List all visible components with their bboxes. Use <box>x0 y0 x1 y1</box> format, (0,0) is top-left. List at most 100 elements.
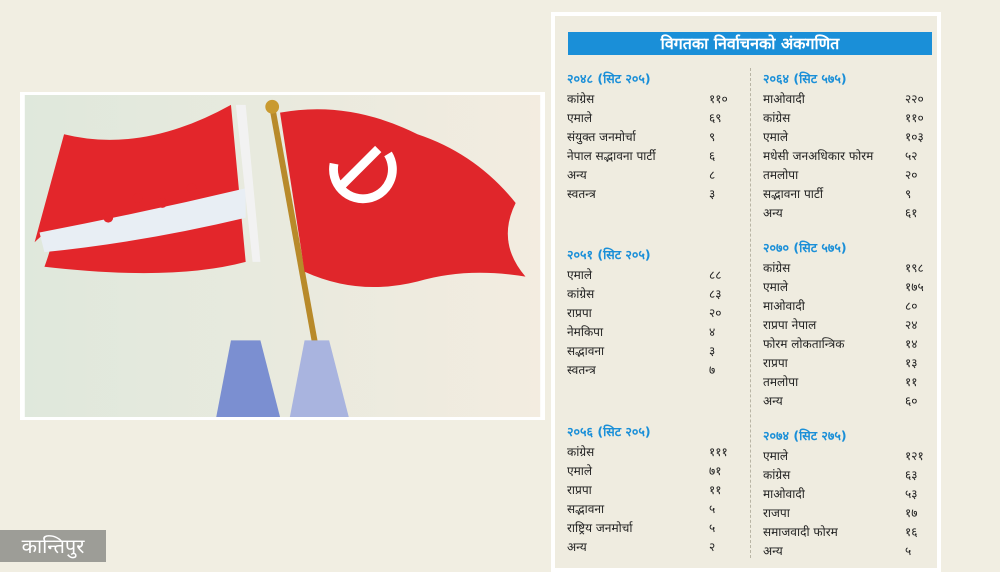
party-name: कांग्रेस <box>763 111 791 125</box>
result-row: एमाले ६९ <box>567 109 737 128</box>
seat-count: ८० <box>905 299 918 313</box>
party-name: कांग्रेस <box>567 445 595 459</box>
result-row: स्वतन्त्र ७ <box>567 361 737 380</box>
result-row: अन्य ६० <box>763 392 933 411</box>
panel-title: विगतका निर्वाचनको अंकगणित <box>568 32 932 55</box>
party-name: तमलोपा <box>763 168 799 182</box>
result-row: राप्रपा नेपाल २४ <box>763 316 933 335</box>
seat-count: ५ <box>905 544 912 558</box>
seat-count: ५ <box>709 521 716 535</box>
seat-count: ३ <box>709 187 716 201</box>
party-name: सद्भावना <box>567 344 605 358</box>
result-row: कांग्रेस ११० <box>567 90 737 109</box>
result-row: कांग्रेस ८३ <box>567 285 737 304</box>
party-name: कांग्रेस <box>567 92 595 106</box>
party-name: अन्य <box>763 206 783 220</box>
party-name: माओवादी <box>763 487 805 501</box>
seat-count: ६९ <box>709 111 722 125</box>
party-name: राप्रपा <box>763 356 788 370</box>
communist-flag <box>280 109 526 288</box>
seat-count: १११ <box>709 445 728 459</box>
section-heading: २०५१ (सिट २०५) <box>567 247 651 262</box>
result-row: स्वतन्त्र ३ <box>567 185 737 204</box>
result-row: राप्रपा १३ <box>763 354 933 373</box>
seat-count: ८ <box>709 168 716 182</box>
seat-count: १७ <box>905 506 918 520</box>
seat-count: ४ <box>709 325 716 339</box>
result-row: कांग्रेस १९८ <box>763 259 933 278</box>
result-row: एमाले १०३ <box>763 128 933 147</box>
party-name: स्वतन्त्र <box>567 187 596 201</box>
section-heading: २०५६ (सिट २०५) <box>567 424 651 439</box>
seat-count: ८८ <box>709 268 722 282</box>
seat-count: ६१ <box>905 206 918 220</box>
seat-count: ३ <box>709 344 716 358</box>
seat-count: १२१ <box>905 449 924 463</box>
seat-count: २४ <box>905 318 918 332</box>
party-name: नेमकिपा <box>567 325 604 339</box>
flags-illustration <box>20 92 545 420</box>
election-section: २०७४ (सिट २७५) एमाले १२१ कांग्रेस ६३ माओवादी ५… <box>763 427 933 561</box>
party-name: अन्य <box>567 168 587 182</box>
result-row: संयुक्त जनमोर्चा ९ <box>567 128 737 147</box>
seat-count: १९८ <box>905 261 924 275</box>
party-name: अन्य <box>763 394 783 408</box>
seat-count: १६ <box>905 525 918 539</box>
column-divider <box>750 68 751 558</box>
seat-count: ७ <box>709 363 716 377</box>
result-row: अन्य २ <box>567 538 737 557</box>
seat-count: ७१ <box>709 464 722 478</box>
seat-count: ६० <box>905 394 918 408</box>
seat-count: २ <box>709 540 716 554</box>
result-row: राजपा १७ <box>763 504 933 523</box>
election-section: २०६४ (सिट ५७५) माओवादी २२० कांग्रेस ११० एमाले… <box>763 70 933 223</box>
party-name: कांग्रेस <box>763 261 791 275</box>
party-name: तमलोपा <box>763 375 799 389</box>
party-name: राप्रपा नेपाल <box>763 318 817 332</box>
result-row: तमलोपा २० <box>763 166 933 185</box>
party-name: एमाले <box>763 130 789 144</box>
result-row: कांग्रेस ६३ <box>763 466 933 485</box>
section-heading: २०७४ (सिट २७५) <box>763 428 847 443</box>
result-row: एमाले ८८ <box>567 266 737 285</box>
party-name: अन्य <box>567 540 587 554</box>
result-row: सद्भावना ५ <box>567 500 737 519</box>
election-section: २०५१ (सिट २०५) एमाले ८८ कांग्रेस ८३ राप्रपा २०… <box>567 246 737 380</box>
seat-count: ११ <box>709 483 722 497</box>
result-row: मधेसी जनअधिकार फोरम ५२ <box>763 147 933 166</box>
party-name: एमाले <box>763 280 789 294</box>
seat-count: १३ <box>905 356 918 370</box>
election-section: २०४८ (सिट २०५) कांग्रेस ११० एमाले ६९ संयुक्त … <box>567 70 737 204</box>
seat-count: ५ <box>709 502 716 516</box>
party-name: राष्ट्रिय जनमोर्चा <box>567 521 633 535</box>
seat-count: २० <box>905 168 918 182</box>
seat-count: ११० <box>905 111 924 125</box>
party-name: नेपाल सद्भावना पार्टी <box>567 149 656 163</box>
party-name: एमाले <box>567 464 593 478</box>
seat-count: ५२ <box>905 149 918 163</box>
party-name: मधेसी जनअधिकार फोरम <box>763 149 874 163</box>
seat-count: ६ <box>709 149 716 163</box>
hammer-sickle-icon <box>329 145 397 204</box>
party-name: राप्रपा <box>567 306 592 320</box>
result-row: अन्य ५ <box>763 542 933 561</box>
party-name: एमाले <box>567 111 593 125</box>
seat-count: ११ <box>905 375 918 389</box>
party-name: स्वतन्त्र <box>567 363 596 377</box>
party-name: संयुक्त जनमोर्चा <box>567 130 636 144</box>
seat-count: २२० <box>905 92 924 106</box>
party-name: माओवादी <box>763 299 805 313</box>
seat-count: २० <box>709 306 722 320</box>
result-row: एमाले १७५ <box>763 278 933 297</box>
party-name: कांग्रेस <box>567 287 595 301</box>
party-name: एमाले <box>567 268 593 282</box>
seat-count: १०३ <box>905 130 924 144</box>
result-row: माओवादी ५३ <box>763 485 933 504</box>
election-arithmetic-panel: विगतका निर्वाचनको अंकगणित २०४८ (सिट २०५)… <box>551 12 941 572</box>
seat-count: ९ <box>905 187 912 201</box>
kantipur-logo: कान्तिपुर <box>0 530 106 562</box>
result-row: नेपाल सद्भावना पार्टी ६ <box>567 147 737 166</box>
result-row: कांग्रेस १११ <box>567 443 737 462</box>
party-name: एमाले <box>763 449 789 463</box>
election-section: २०५६ (सिट २०५) कांग्रेस १११ एमाले ७१ राप्रपा १… <box>567 423 737 557</box>
